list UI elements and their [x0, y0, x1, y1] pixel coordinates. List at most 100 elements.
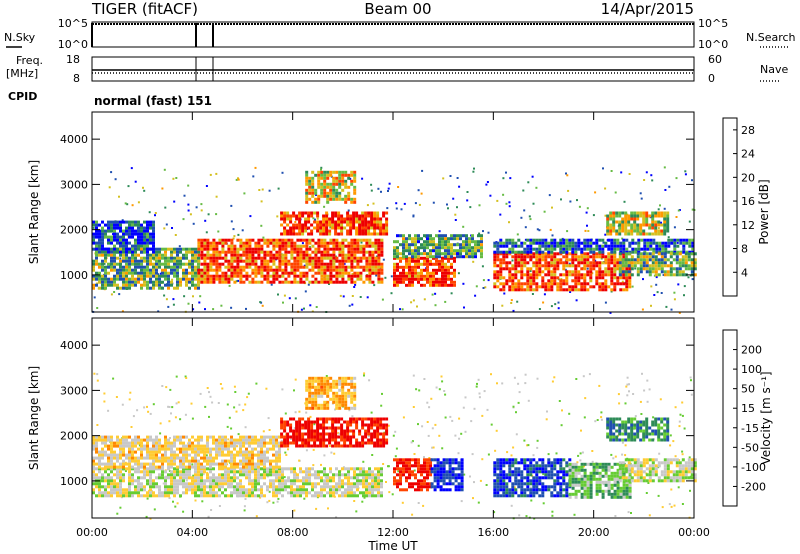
data-cell — [618, 229, 622, 233]
data-cell — [393, 240, 396, 244]
data-cell — [376, 223, 380, 227]
data-cell — [628, 276, 632, 280]
data-cell — [242, 265, 246, 269]
data-cell — [197, 244, 201, 248]
data-cell — [275, 271, 279, 275]
data-cell — [473, 167, 475, 170]
data-cell — [447, 252, 450, 256]
data-cell — [317, 170, 321, 174]
data-cell — [414, 265, 417, 269]
data-cell — [639, 258, 643, 262]
data-cell — [113, 274, 116, 278]
data-cell — [332, 170, 336, 174]
data-cell — [575, 299, 578, 302]
data-cell — [305, 470, 308, 474]
data-cell — [230, 479, 233, 483]
data-cell — [292, 223, 296, 227]
data-cell — [341, 176, 345, 180]
data-cell — [252, 175, 255, 178]
data-cell — [654, 261, 658, 265]
data-cell — [290, 482, 293, 486]
data-cell — [654, 229, 658, 233]
data-cell — [417, 277, 420, 281]
data-cell — [169, 437, 171, 439]
data-cell — [520, 282, 524, 286]
data-cell — [290, 494, 293, 498]
data-cell — [122, 253, 125, 257]
data-cell — [128, 250, 131, 254]
data-cell — [281, 388, 284, 391]
data-cell — [544, 273, 548, 277]
data-cell — [197, 250, 200, 254]
data-cell — [233, 406, 236, 409]
data-cell — [496, 255, 500, 259]
data-cell — [230, 265, 234, 269]
data-cell — [571, 250, 575, 254]
data-cell — [305, 449, 308, 452]
data-cell — [400, 208, 403, 211]
data-cell — [143, 235, 146, 239]
data-cell — [104, 253, 107, 257]
data-cell — [149, 488, 152, 492]
data-cell — [444, 280, 447, 284]
data-cell — [158, 283, 161, 287]
data-cell — [284, 250, 288, 254]
data-cell — [155, 476, 158, 480]
data-cell — [272, 256, 276, 260]
data-cell — [262, 236, 265, 239]
data-cell — [311, 244, 315, 248]
data-cell — [167, 305, 170, 308]
data-cell — [149, 517, 152, 520]
data-cell — [92, 259, 95, 263]
data-cell — [612, 457, 615, 460]
data-cell — [544, 241, 548, 245]
data-cell — [131, 479, 134, 483]
data-cell — [657, 494, 660, 497]
data-cell — [684, 170, 687, 173]
data-cell — [350, 268, 354, 272]
data-cell — [438, 255, 441, 259]
data-cell — [308, 262, 312, 266]
data-cell — [320, 485, 323, 489]
data-cell — [676, 241, 679, 244]
data-cell — [158, 280, 161, 284]
data-cell — [335, 473, 338, 477]
data-cell — [320, 168, 322, 171]
data-cell — [376, 217, 380, 221]
data-cell — [122, 244, 125, 248]
data-cell — [110, 482, 113, 486]
data-cell — [101, 283, 104, 287]
data-cell — [134, 229, 137, 233]
data-cell — [395, 447, 398, 450]
data-cell — [122, 488, 125, 492]
data-cell — [305, 479, 308, 483]
nsearch-tick-top: 10^5 — [698, 17, 728, 30]
data-cell — [441, 280, 444, 284]
data-cell — [471, 240, 474, 244]
data-cell — [170, 479, 173, 483]
data-cell — [382, 463, 385, 465]
data-cell — [197, 470, 200, 474]
data-cell — [654, 223, 658, 227]
data-cell — [137, 479, 140, 483]
data-cell — [230, 241, 234, 245]
data-cell — [609, 229, 613, 233]
data-cell — [450, 265, 453, 269]
data-cell — [549, 228, 552, 231]
data-cell — [373, 220, 377, 224]
data-cell — [568, 238, 572, 242]
data-cell — [281, 241, 285, 245]
data-cell — [125, 488, 128, 492]
data-cell — [535, 255, 539, 259]
data-cell — [317, 200, 321, 204]
data-cell — [460, 432, 463, 435]
data-cell — [535, 273, 539, 277]
data-cell — [393, 252, 396, 256]
data-cell — [317, 244, 321, 248]
data-cell — [236, 488, 239, 492]
data-cell — [121, 219, 124, 222]
data-cell — [287, 259, 291, 263]
data-cell — [374, 482, 377, 486]
data-cell — [320, 277, 324, 281]
data-cell — [287, 448, 289, 451]
